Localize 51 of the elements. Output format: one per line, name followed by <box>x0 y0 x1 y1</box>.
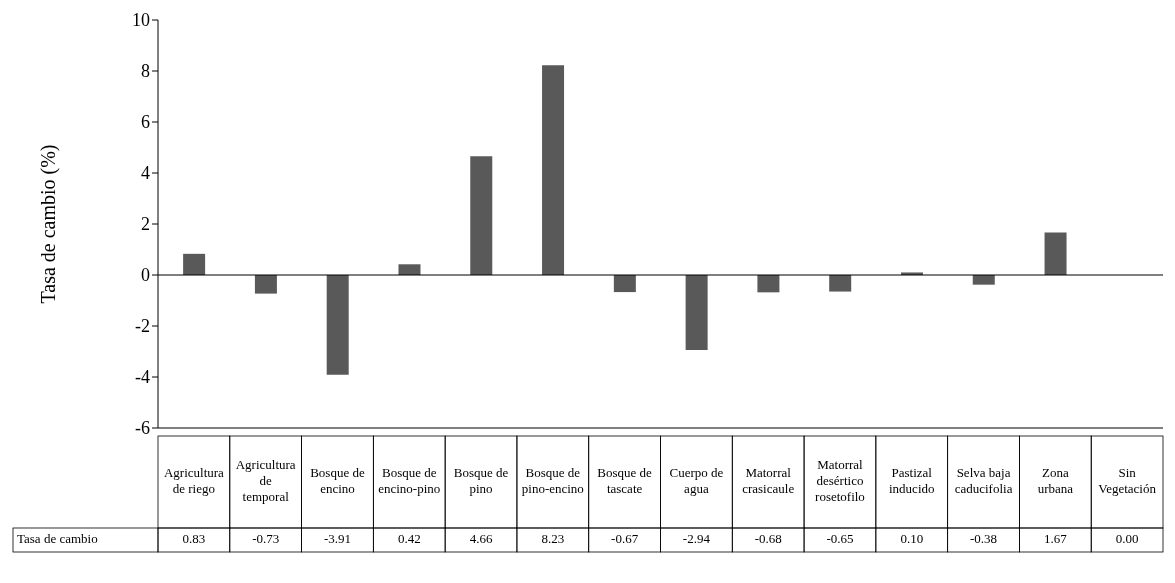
data-label: -0.38 <box>969 530 998 546</box>
y-tick-label: 6 <box>141 112 150 133</box>
data-label: 8.23 <box>541 530 565 546</box>
y-tick-label: 4 <box>141 163 150 184</box>
bar <box>254 275 277 294</box>
x-tick-label: Bosque de pino-encino <box>521 464 584 496</box>
x-tick-label: Bosque de encino <box>310 464 365 496</box>
x-tick-label: Matorral crasicaule <box>742 464 795 496</box>
data-label: -0.67 <box>611 530 639 546</box>
data-label: 0.42 <box>397 530 421 546</box>
y-tick-label: -6 <box>135 418 150 439</box>
data-label: -3.91 <box>323 530 352 546</box>
x-tick-label: Agricultura de temporal <box>235 456 296 504</box>
x-tick-label: Cuerpo de agua <box>669 464 724 496</box>
bar <box>613 275 636 293</box>
y-tick-label: 10 <box>132 10 150 31</box>
y-tick-label: -2 <box>135 316 150 337</box>
data-label: 4.66 <box>469 530 493 546</box>
text: Tasa de cambio <box>17 530 98 546</box>
bar <box>326 275 349 375</box>
x-tick-label: Agricultura de riego <box>163 464 225 496</box>
bar <box>398 264 421 275</box>
x-tick-label: Matorral desértico rosetofilo <box>815 456 865 504</box>
y-axis-title: Tasa de cambio (%) <box>37 144 61 304</box>
bar <box>685 275 708 350</box>
data-label: 0.00 <box>1115 530 1139 546</box>
data-label: -2.94 <box>682 530 711 546</box>
x-tick-label: Zona urbana <box>1037 464 1074 496</box>
x-tick-label: Bosque de pino <box>453 464 509 496</box>
data-label: 1.67 <box>1043 530 1068 546</box>
data-label: -0.73 <box>252 530 280 546</box>
bar <box>1044 232 1067 275</box>
y-tick-label: 2 <box>141 214 150 235</box>
y-tick-label: -4 <box>135 367 150 388</box>
bar <box>542 65 565 275</box>
bar <box>829 275 852 292</box>
bar <box>972 275 995 285</box>
bar <box>470 156 493 275</box>
x-tick-label: Pastizal inducido <box>889 464 935 496</box>
x-tick-label: Bosque de encino-pino <box>378 464 441 496</box>
data-label: -0.68 <box>754 530 782 546</box>
data-label: 0.10 <box>900 530 924 546</box>
data-label: 0.83 <box>182 530 206 546</box>
y-tick-label: 8 <box>141 61 150 82</box>
x-tick-label: Sin Vegetación <box>1098 464 1157 496</box>
bar <box>183 253 206 275</box>
x-tick-label: Selva baja caducifolia <box>954 464 1013 496</box>
bar <box>757 275 780 293</box>
x-tick-label: Bosque de tascate <box>597 464 653 496</box>
y-tick-label: 0 <box>141 265 150 286</box>
data-label: -0.65 <box>826 530 854 546</box>
